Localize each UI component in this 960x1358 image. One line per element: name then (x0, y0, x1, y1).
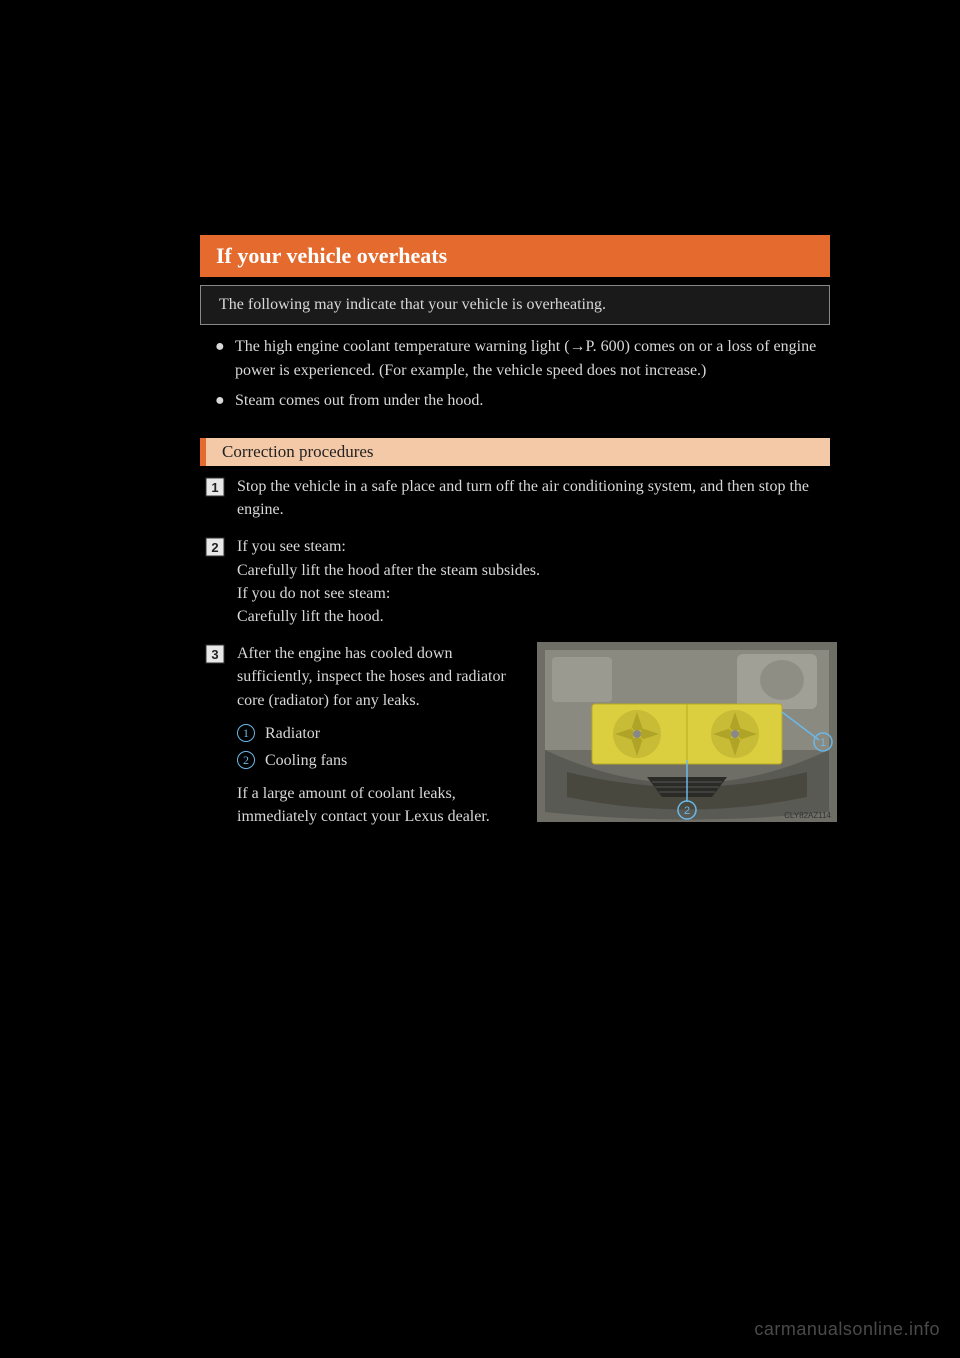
steps-list: 1 Stop the vehicle in a safe place and t… (205, 475, 830, 842)
section-header: Correction procedures (200, 438, 830, 466)
page-content: If your vehicle overheats The following … (130, 145, 830, 1215)
page-title: If your vehicle overheats (200, 235, 830, 277)
list-item: ● Steam comes out from under the hood. (215, 389, 830, 413)
step-number-icon: 1 (205, 477, 225, 497)
step-text: After the engine has cooled down suffici… (237, 642, 517, 712)
bullet-text: Steam comes out from under the hood. (235, 389, 483, 413)
svg-text:3: 3 (211, 647, 218, 662)
step-text-col: After the engine has cooled down suffici… (237, 642, 517, 828)
step-item: 3 After the engine has cooled down suffi… (205, 642, 830, 828)
watermark: carmanualsonline.info (754, 1319, 940, 1340)
bullet-text: The high engine coolant temperature warn… (235, 335, 830, 383)
callout-number-icon: 1 (237, 724, 255, 742)
step-item: 1 Stop the vehicle in a safe place and t… (205, 475, 830, 521)
svg-text:1: 1 (211, 480, 218, 495)
step-text: Stop the vehicle in a safe place and tur… (237, 475, 830, 521)
svg-text:CLY82AZ114: CLY82AZ114 (784, 811, 831, 820)
intro-box: The following may indicate that your veh… (200, 285, 830, 325)
legend-item: 1 Radiator (237, 722, 517, 745)
legend-label: Radiator (265, 722, 320, 745)
bullet-symbol: ● (215, 335, 235, 383)
step-item: 2 If you see steam: Carefully lift the h… (205, 535, 830, 628)
callout-number-icon: 2 (237, 751, 255, 769)
step-text: If you see steam: Carefully lift the hoo… (237, 535, 830, 628)
svg-text:2: 2 (211, 540, 218, 555)
step-number-icon: 3 (205, 644, 225, 664)
legend: 1 Radiator 2 Cooling fans (237, 722, 517, 772)
legend-note: If a large amount of coolant leaks, imme… (237, 782, 517, 828)
bullet-list: ● The high engine coolant temperature wa… (215, 335, 830, 419)
legend-label: Cooling fans (265, 749, 347, 772)
svg-text:2: 2 (684, 805, 690, 817)
bullet-symbol: ● (215, 389, 235, 413)
engine-bay-figure: 1 2 CLY82AZ114 (537, 642, 837, 822)
svg-text:1: 1 (820, 737, 826, 749)
step-number-icon: 2 (205, 537, 225, 557)
legend-item: 2 Cooling fans (237, 749, 517, 772)
list-item: ● The high engine coolant temperature wa… (215, 335, 830, 383)
